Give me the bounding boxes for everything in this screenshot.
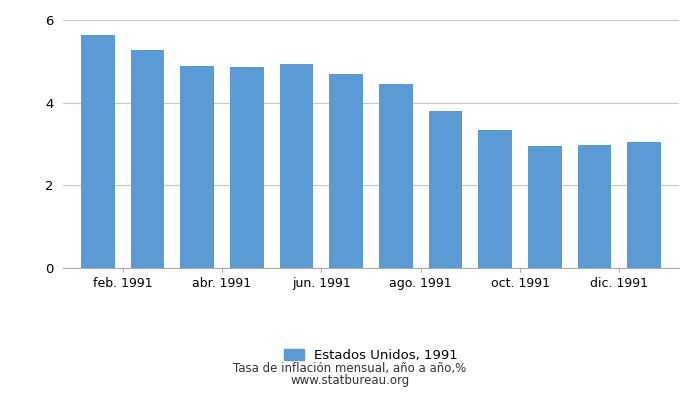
Bar xyxy=(329,74,363,268)
Bar xyxy=(428,111,463,268)
Bar xyxy=(478,130,512,268)
Bar xyxy=(230,67,264,268)
Legend: Estados Unidos, 1991: Estados Unidos, 1991 xyxy=(279,343,463,367)
Bar xyxy=(131,50,164,268)
Bar xyxy=(279,64,314,268)
Text: Tasa de inflación mensual, año a año,%: Tasa de inflación mensual, año a año,% xyxy=(233,362,467,375)
Text: www.statbureau.org: www.statbureau.org xyxy=(290,374,410,387)
Bar xyxy=(578,145,611,268)
Bar xyxy=(379,84,413,268)
Bar xyxy=(81,34,115,268)
Bar xyxy=(627,142,661,268)
Bar xyxy=(528,146,562,268)
Bar xyxy=(180,66,214,268)
